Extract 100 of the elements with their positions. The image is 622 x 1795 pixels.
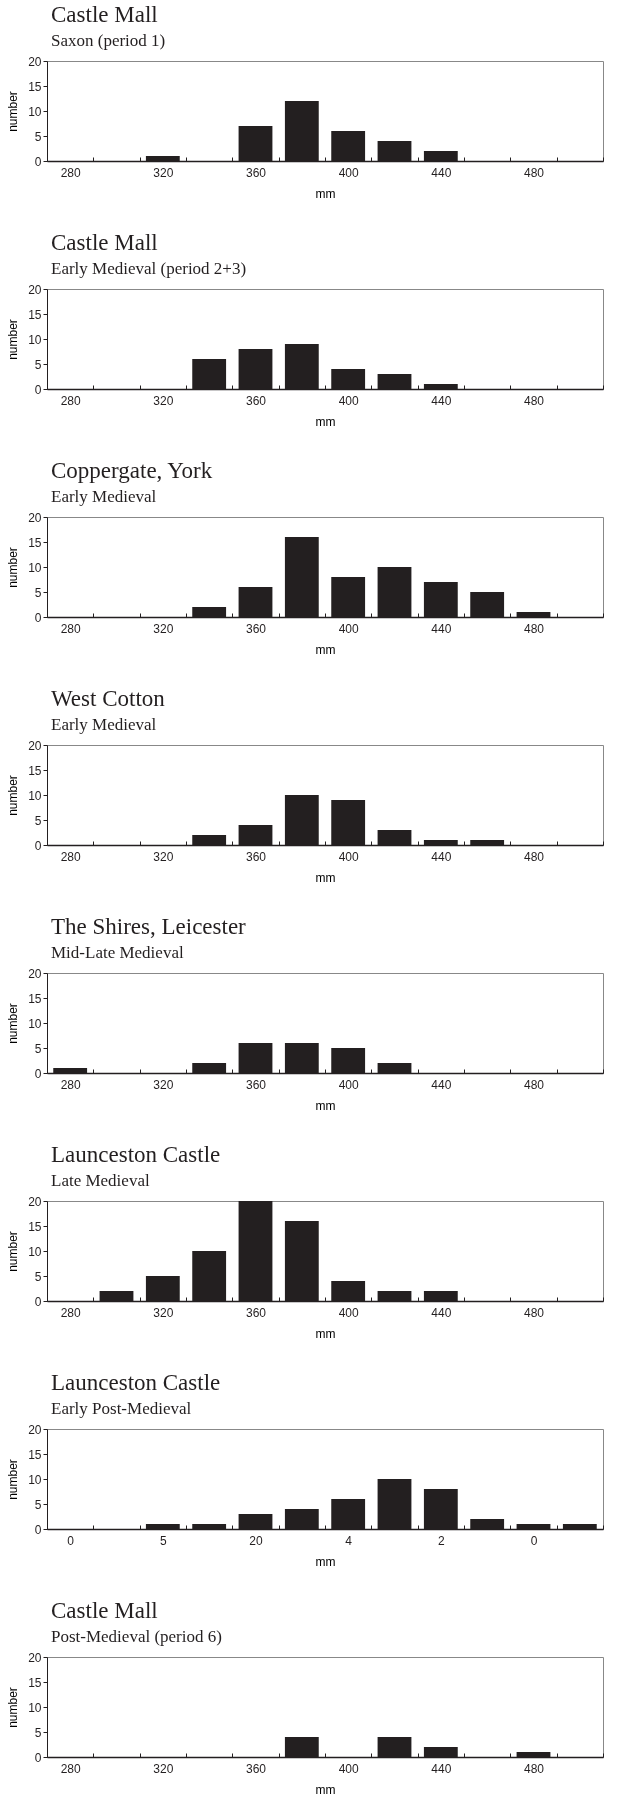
x-tick-label: 320 [153, 849, 174, 864]
x-tick-label: 320 [153, 1305, 174, 1320]
x-tick-label: 400 [338, 849, 359, 864]
x-tick-label: 480 [523, 1761, 545, 1776]
y-tick-label: 0 [34, 1750, 42, 1765]
y-axis-title: number [6, 1003, 21, 1044]
y-tick-label: 10 [28, 1244, 42, 1259]
y-tick-label: 0 [34, 838, 42, 853]
chart-title: Coppergate, York [51, 458, 213, 483]
x-tick-label: 440 [431, 621, 452, 636]
x-tick-label: 440 [431, 1305, 452, 1320]
x-tick-label: 320 [153, 621, 174, 636]
x-tick-label: 360 [245, 1761, 267, 1776]
y-axis-title: number [6, 1459, 21, 1500]
chart-subtitle: Early Medieval (period 2+3) [51, 259, 247, 278]
y-tick-label: 20 [28, 1194, 42, 1209]
x-tick-label: 0 [67, 1533, 75, 1548]
x-tick-label: 360 [245, 621, 267, 636]
y-axis-title: number [6, 91, 21, 132]
y-tick-label: 20 [28, 510, 42, 525]
chart-subtitle: Mid-Late Medieval [51, 943, 184, 962]
x-tick-label: 320 [153, 1077, 174, 1092]
chart-subtitle: Early Medieval [51, 715, 157, 734]
x-tick-label: 400 [338, 1761, 359, 1776]
y-tick-label: 10 [28, 332, 42, 347]
x-tick-label: 4 [345, 1533, 353, 1548]
x-tick-label: 400 [338, 1077, 359, 1092]
y-axis-title: number [6, 319, 21, 360]
x-tick-label: 440 [431, 1077, 452, 1092]
chart-title: Launceston Castle [51, 1370, 221, 1395]
chart-subtitle: Early Post-Medieval [51, 1399, 192, 1418]
x-tick-label: 360 [245, 1305, 267, 1320]
y-tick-label: 20 [28, 54, 42, 69]
chart-subtitle: Post-Medieval (period 6) [51, 1627, 222, 1646]
x-tick-label: 360 [245, 849, 267, 864]
x-tick-label: 480 [523, 621, 545, 636]
y-tick-label: 10 [28, 1472, 42, 1487]
x-axis-title: mm [315, 1554, 336, 1569]
y-tick-label: 15 [28, 79, 42, 94]
y-tick-label: 10 [28, 1700, 42, 1715]
y-tick-label: 20 [28, 1422, 42, 1437]
y-tick-label: 0 [34, 1066, 42, 1081]
y-tick-label: 15 [28, 1219, 42, 1234]
x-tick-label: 5 [159, 1533, 167, 1548]
x-tick-label: 0 [530, 1533, 538, 1548]
x-tick-label: 280 [60, 1761, 81, 1776]
x-tick-label: 440 [431, 393, 452, 408]
x-tick-label: 320 [153, 1761, 174, 1776]
x-axis-title: mm [315, 186, 336, 201]
x-tick-label: 480 [523, 1305, 545, 1320]
x-tick-label: 400 [338, 1305, 359, 1320]
chart-title: The Shires, Leicester [51, 914, 247, 939]
x-axis-title: mm [315, 642, 336, 657]
y-tick-label: 15 [28, 307, 42, 322]
y-tick-label: 20 [28, 966, 42, 981]
chart-title: Castle Mall [51, 1598, 158, 1623]
x-tick-label: 320 [153, 393, 174, 408]
y-tick-label: 20 [28, 738, 42, 753]
x-tick-label: 440 [431, 1761, 452, 1776]
chart-title: Launceston Castle [51, 1142, 221, 1167]
chart-subtitle: Saxon (period 1) [51, 31, 166, 50]
y-axis-title: number [6, 1687, 21, 1728]
x-tick-label: 280 [60, 1077, 81, 1092]
y-axis-title: number [6, 547, 21, 588]
y-axis-title: number [6, 1231, 21, 1272]
y-tick-label: 5 [34, 129, 42, 144]
x-axis-title: mm [315, 1782, 336, 1795]
y-tick-label: 10 [28, 560, 42, 575]
x-axis-title: mm [315, 870, 336, 885]
x-tick-label: 20 [249, 1533, 263, 1548]
y-tick-label: 15 [28, 991, 42, 1006]
y-tick-label: 5 [34, 1041, 42, 1056]
chart-title: Castle Mall [51, 2, 158, 27]
y-tick-label: 5 [34, 357, 42, 372]
chart-subtitle: Early Medieval [51, 487, 157, 506]
y-tick-label: 0 [34, 382, 42, 397]
x-axis-title: mm [315, 414, 336, 429]
x-tick-label: 400 [338, 165, 359, 180]
y-tick-label: 5 [34, 1497, 42, 1512]
x-axis-title: mm [315, 1326, 336, 1341]
x-axis-title: mm [315, 1098, 336, 1113]
chart-subtitle: Late Medieval [51, 1171, 150, 1190]
y-tick-label: 20 [28, 1650, 42, 1665]
y-tick-label: 0 [34, 610, 42, 625]
y-tick-label: 0 [34, 1294, 42, 1309]
y-tick-label: 5 [34, 813, 42, 828]
chart-title: Castle Mall [51, 230, 158, 255]
x-tick-label: 360 [245, 1077, 267, 1092]
chart-title: West Cotton [51, 686, 166, 711]
y-tick-label: 10 [28, 788, 42, 803]
x-tick-label: 400 [338, 393, 359, 408]
y-tick-label: 10 [28, 1016, 42, 1031]
y-tick-label: 5 [34, 585, 42, 600]
x-tick-label: 280 [60, 1305, 81, 1320]
x-tick-label: 480 [523, 165, 545, 180]
y-tick-label: 0 [34, 154, 42, 169]
y-axis-title: number [6, 775, 21, 816]
x-tick-label: 360 [245, 393, 267, 408]
x-tick-label: 280 [60, 621, 81, 636]
x-tick-label: 280 [60, 849, 81, 864]
